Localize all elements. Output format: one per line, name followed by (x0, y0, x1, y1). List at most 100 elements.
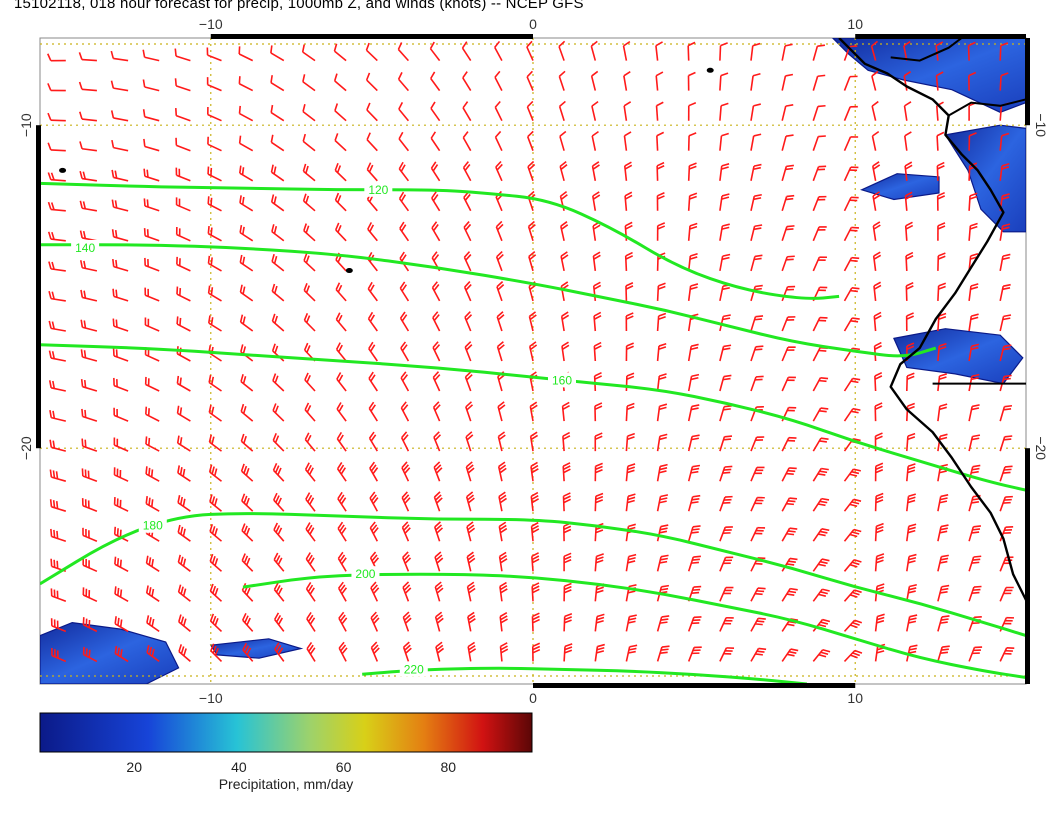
wind-barb (812, 528, 830, 542)
wind-barb-flag (595, 495, 604, 501)
wind-barb (271, 283, 285, 302)
wind-barb-flag (693, 555, 701, 558)
wind-barb-flag (468, 618, 476, 624)
wind-barb-flag (626, 345, 634, 350)
wind-barb (176, 316, 191, 332)
wind-barb-flag (435, 584, 443, 591)
wind-barb-flag (624, 161, 632, 167)
wind-barb (301, 44, 316, 62)
wind-barb-flag (402, 374, 408, 382)
wind-barb-staff (239, 142, 254, 152)
wind-barb-flag (214, 588, 219, 596)
wind-barb (208, 434, 222, 452)
wind-barb-flag (820, 407, 829, 410)
wind-barb-flag (495, 160, 502, 168)
wind-barb-flag (874, 314, 882, 320)
wind-barb-flag (596, 646, 605, 651)
wind-barb (242, 642, 254, 662)
wind-barb (531, 642, 541, 662)
wind-barb (560, 311, 570, 332)
wind-barb (812, 497, 830, 512)
wind-barb-flag (693, 585, 702, 588)
wind-barb (397, 72, 410, 92)
wind-barb-flag (47, 231, 52, 240)
wind-barb-flag (853, 468, 861, 472)
wind-barb (273, 522, 285, 542)
wind-barb-flag (47, 172, 52, 180)
wind-barb-staff (366, 139, 378, 152)
wind-barb-flag (242, 642, 247, 651)
wind-barb-flag (307, 584, 314, 592)
wind-barb-flag (907, 402, 915, 407)
wind-barb (49, 439, 67, 452)
wind-barb-flag (721, 193, 730, 197)
wind-barb (113, 437, 129, 452)
wind-barb (434, 521, 444, 542)
wind-barb (305, 492, 316, 512)
wind-barb-flag (50, 618, 53, 626)
wind-barb (110, 110, 129, 122)
wind-barb-flag (147, 318, 150, 327)
wind-barb (562, 462, 571, 482)
wind-barb (843, 649, 863, 662)
wind-barb (432, 371, 441, 392)
wind-barb (843, 136, 859, 152)
wind-barb-flag (752, 42, 761, 47)
wind-barb-flag (972, 464, 981, 468)
wind-barb-flag (275, 584, 281, 593)
wind-barb-flag (117, 587, 120, 596)
wind-barb-flag (593, 254, 601, 260)
wind-barb (531, 552, 540, 572)
wind-barb-flag (306, 345, 311, 353)
wind-barb-flag (660, 554, 669, 558)
wind-barb (434, 551, 444, 572)
wind-barb-flag (466, 491, 474, 498)
wind-barb-flag (308, 644, 314, 652)
frame-bar-top (210, 34, 533, 39)
wind-barb-flag (305, 285, 311, 293)
wind-barb-staff (430, 137, 441, 152)
wind-barb-flag (561, 254, 569, 260)
wind-barb-flag (180, 556, 184, 565)
wind-barb-flag (908, 556, 917, 561)
wind-barb-flag (875, 492, 884, 497)
wind-barb-flag (278, 647, 284, 655)
wind-barb (434, 581, 444, 602)
wind-barb-flag (303, 223, 308, 232)
wind-barb-flag (851, 196, 859, 199)
wind-barb (781, 436, 797, 452)
wind-barb-flag (467, 524, 475, 531)
wind-barb-flag (431, 281, 438, 289)
wind-barb-flag (564, 616, 572, 621)
wind-barb-flag (434, 374, 441, 381)
wind-barb-flag (147, 408, 150, 416)
wind-barb (49, 469, 67, 482)
wind-barb-flag (500, 642, 508, 648)
wind-barb-flag (594, 432, 603, 437)
wind-barb (656, 373, 667, 392)
wind-barb-staff (462, 107, 472, 122)
wind-barb-flag (48, 291, 52, 299)
wind-barb (334, 103, 347, 122)
wind-barb-flag (371, 524, 378, 532)
wind-barb-flag (754, 287, 762, 291)
wind-barb-staff (113, 57, 129, 62)
wind-barb-flag (273, 522, 279, 531)
wind-barb-flag (436, 587, 444, 594)
wind-barb-flag (368, 371, 374, 379)
wind-barb-flag (402, 581, 410, 588)
wind-barb-staff (238, 53, 254, 62)
wind-barb-flag (527, 130, 534, 138)
wind-barb (750, 103, 761, 121)
wind-barb-flag (754, 472, 762, 475)
wind-barb-flag (437, 647, 445, 654)
wind-barb-flag (723, 314, 731, 318)
wind-barb (687, 525, 701, 542)
wind-barb-flag (179, 496, 184, 505)
wind-barb-flag (208, 404, 212, 413)
wind-barb-flag (178, 168, 181, 177)
wind-barb-flag (819, 410, 827, 413)
wind-barb-flag (687, 41, 696, 47)
wind-barb-flag (402, 434, 409, 442)
wind-barb-flag (52, 410, 56, 419)
